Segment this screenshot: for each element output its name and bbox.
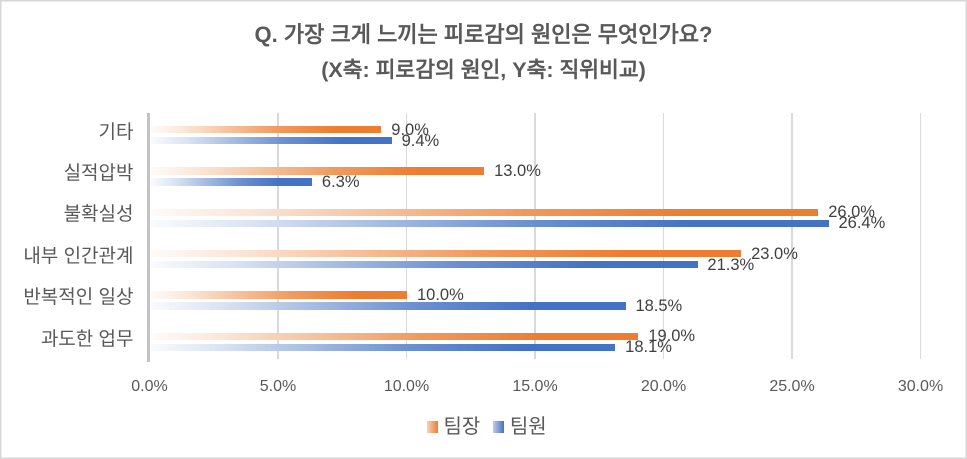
bar-segment bbox=[150, 136, 392, 145]
data-label: 19.0% bbox=[648, 327, 696, 346]
x-tick-label: 15.0% bbox=[512, 378, 558, 395]
y-axis-line bbox=[147, 112, 150, 362]
legend-label: 팀원 bbox=[509, 416, 547, 438]
bar-segment bbox=[150, 125, 382, 134]
x-tick-label: 0.0% bbox=[131, 378, 168, 395]
gridline bbox=[534, 113, 536, 360]
x-tick-label: 30.0% bbox=[897, 378, 944, 395]
x-tick-label: 10.0% bbox=[383, 378, 430, 395]
data-label: 21.3% bbox=[707, 255, 755, 274]
category-label: 불확실성 bbox=[63, 204, 134, 226]
legend-item: 팀장 bbox=[427, 415, 480, 439]
chart-subtitle: (X축: 피로감의 원인, Y축: 직위비교) bbox=[321, 58, 646, 82]
data-label: 10.0% bbox=[417, 286, 464, 305]
data-label: 9.4% bbox=[401, 131, 440, 150]
data-label: 18.5% bbox=[635, 297, 683, 316]
gridline bbox=[919, 113, 922, 360]
category-label: 과도한 업무 bbox=[40, 328, 134, 350]
category-label: 내부 인간관계 bbox=[23, 245, 134, 267]
data-label: 6.3% bbox=[321, 172, 360, 191]
gridline bbox=[662, 113, 665, 360]
legend-swatch bbox=[493, 421, 504, 433]
data-label: 26.4% bbox=[838, 214, 886, 233]
bar-segment bbox=[150, 343, 616, 352]
bar-segment bbox=[150, 260, 698, 269]
legend-swatch bbox=[427, 421, 438, 433]
data-label: 26.0% bbox=[828, 203, 875, 222]
data-label: 9.0% bbox=[391, 120, 429, 139]
category-label: 실적압박 bbox=[63, 163, 134, 185]
bar-segment bbox=[150, 208, 819, 216]
x-tick-label: 25.0% bbox=[769, 378, 815, 395]
data-label: 18.1% bbox=[625, 338, 672, 357]
category-label: 반복적인 일상 bbox=[23, 287, 134, 309]
gridline bbox=[791, 113, 793, 360]
gridline bbox=[405, 113, 408, 360]
bar-segment bbox=[150, 291, 408, 299]
bar-segment bbox=[150, 302, 626, 310]
x-tick-label: 20.0% bbox=[640, 378, 687, 395]
category-label: 기타 bbox=[98, 121, 134, 143]
chart-title: Q. 가장 크게 느끼는 피로감의 원인은 무엇인가요? bbox=[254, 22, 713, 47]
bar-segment bbox=[150, 249, 742, 258]
bar-segment bbox=[150, 167, 485, 175]
legend: 팀장 팀원 bbox=[427, 415, 547, 439]
bar-segment bbox=[150, 219, 829, 227]
x-tick-label: 5.0% bbox=[259, 378, 297, 395]
data-label: 23.0% bbox=[751, 244, 798, 263]
bar-segment bbox=[150, 178, 312, 186]
data-label: 13.0% bbox=[494, 161, 541, 180]
legend-label: 팀장 bbox=[443, 416, 481, 438]
gridline bbox=[277, 113, 279, 360]
bar-segment bbox=[150, 332, 639, 341]
legend-item: 팀원 bbox=[493, 415, 547, 439]
